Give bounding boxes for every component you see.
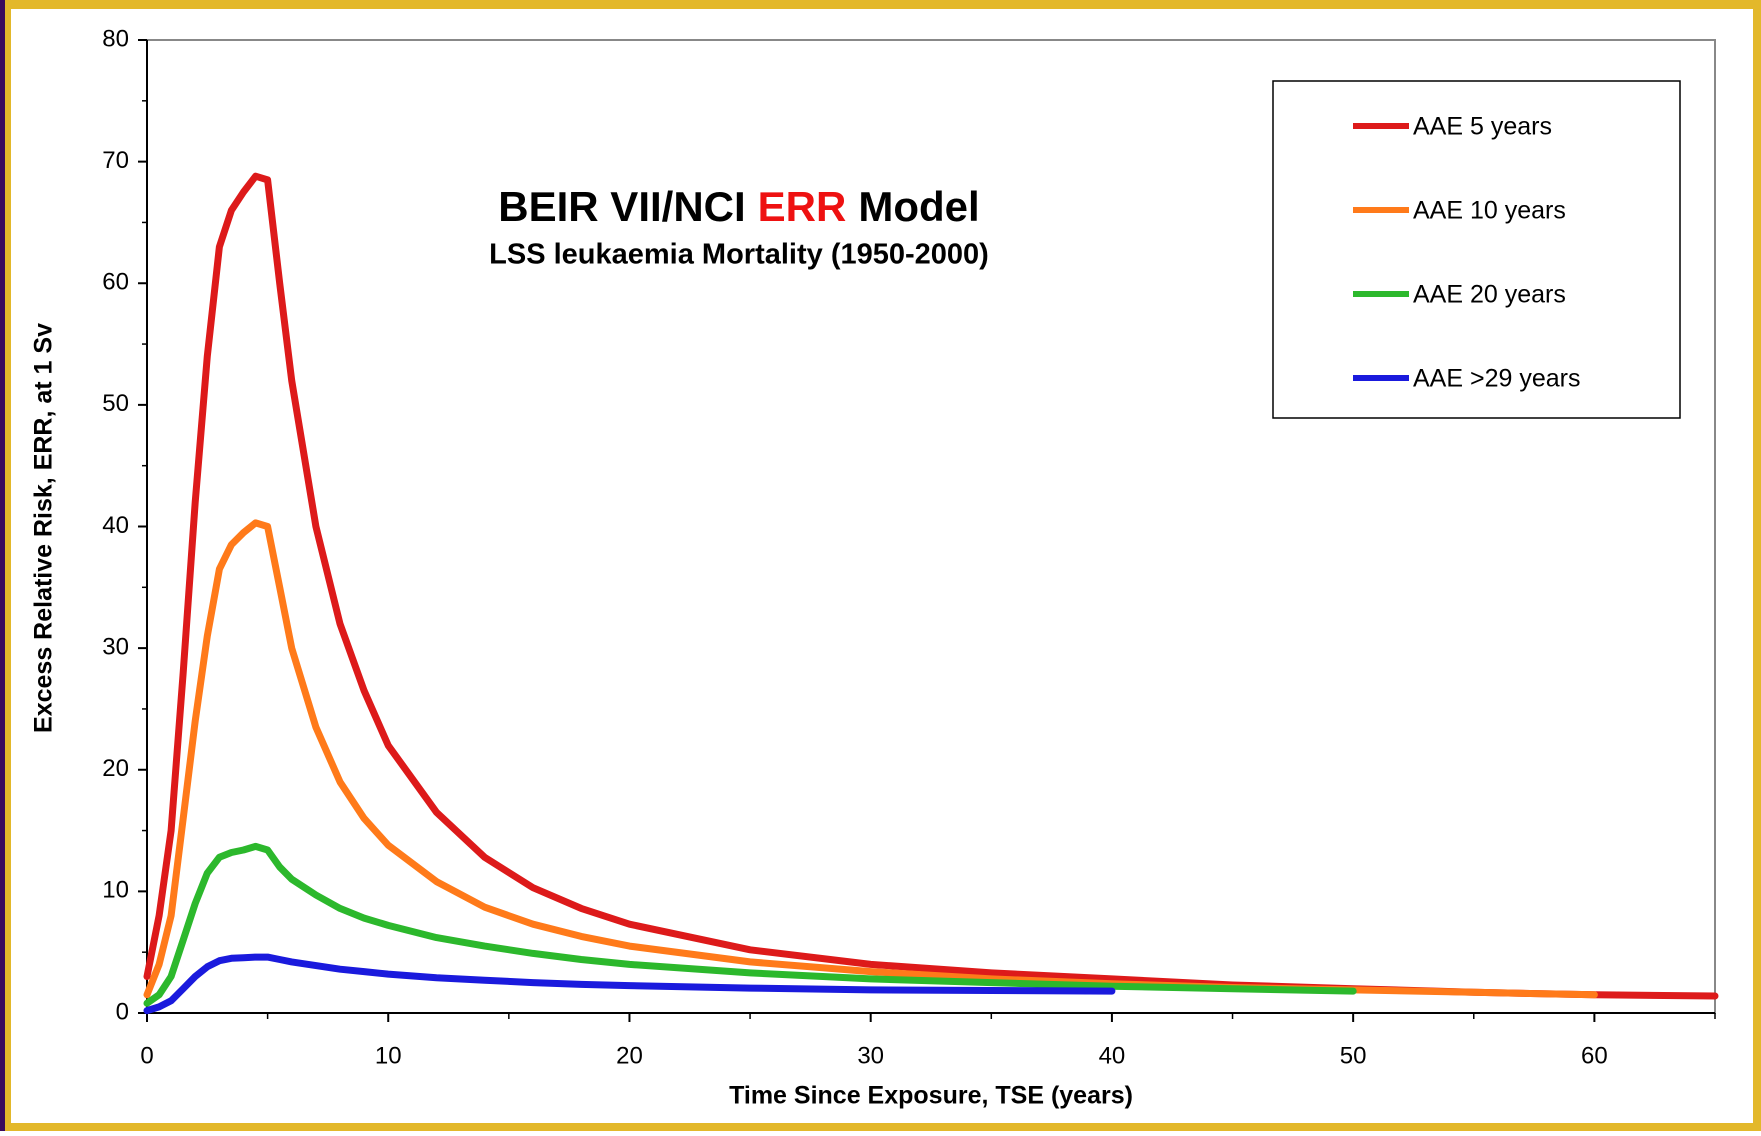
x-tick-label: 0 <box>140 1042 153 1069</box>
y-tick-label: 20 <box>102 755 129 782</box>
x-tick-label: 10 <box>375 1042 402 1069</box>
y-tick-label: 80 <box>102 25 129 52</box>
series-line <box>143 172 1719 1000</box>
legend-label: AAE 5 years <box>1413 113 1552 141</box>
x-tick-label: 50 <box>1340 1042 1367 1069</box>
y-tick-label: 60 <box>102 269 129 296</box>
title-part: ERR <box>758 183 847 230</box>
y-tick-label: 40 <box>102 512 129 539</box>
series-line <box>143 842 1357 1007</box>
y-tick-label: 50 <box>102 390 129 417</box>
x-tick-label: 20 <box>616 1042 643 1069</box>
legend-box <box>1272 80 1681 419</box>
chart-title: BEIR VII/NCI ERR Model <box>498 183 979 230</box>
x-tick-label: 60 <box>1581 1042 1608 1069</box>
y-axis-title: Excess Relative Risk, ERR, at 1 Sv <box>30 323 58 733</box>
legend-label: AAE 20 years <box>1413 281 1566 309</box>
legend-label: AAE 10 years <box>1413 197 1566 225</box>
chart-subtitle: LSS leukaemia Mortality (1950-2000) <box>489 239 989 271</box>
x-tick-label: 30 <box>857 1042 884 1069</box>
legend-label: AAE >29 years <box>1413 365 1580 393</box>
y-tick-label: 0 <box>116 998 129 1025</box>
y-tick-label: 10 <box>102 877 129 904</box>
series-line <box>143 953 1116 1015</box>
x-tick-label: 40 <box>1099 1042 1126 1069</box>
y-tick-label: 70 <box>102 147 129 174</box>
title-part: BEIR VII/NCI <box>498 183 745 230</box>
x-axis-title: Time Since Exposure, TSE (years) <box>729 1082 1133 1110</box>
y-tick-label: 30 <box>102 633 129 660</box>
title-part: Model <box>858 183 979 230</box>
